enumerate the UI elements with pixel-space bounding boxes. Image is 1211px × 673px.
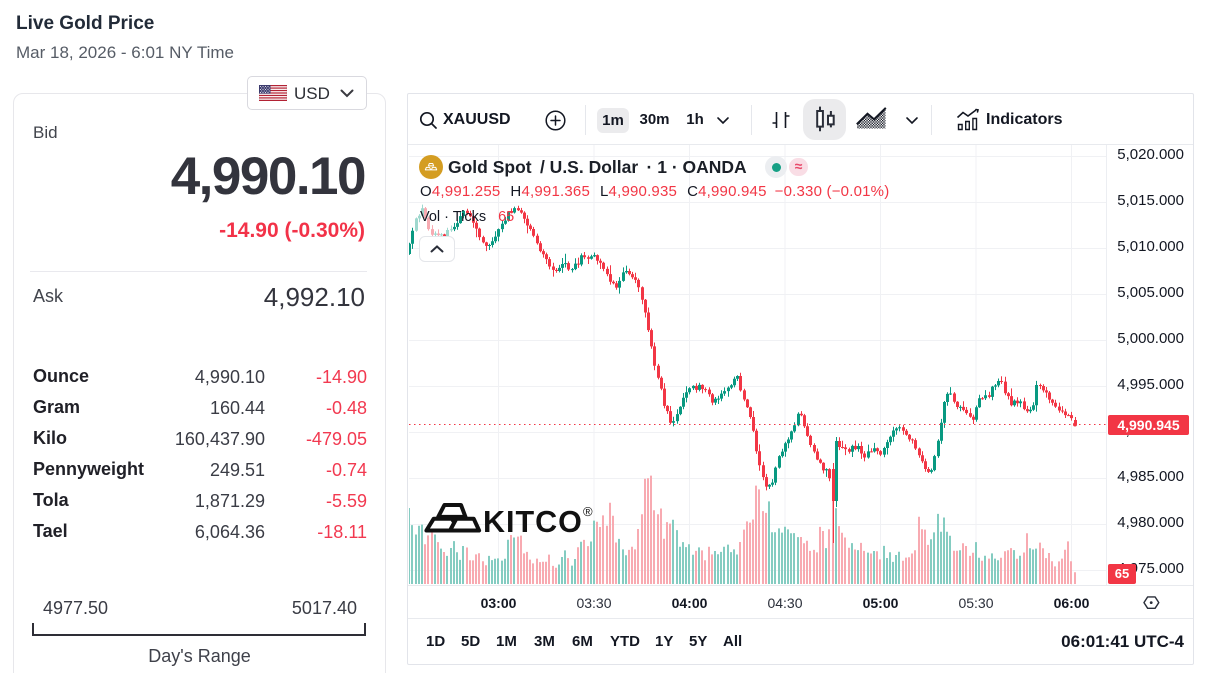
svg-text:®: ® (583, 504, 593, 519)
svg-text:KITCO: KITCO (483, 505, 583, 539)
